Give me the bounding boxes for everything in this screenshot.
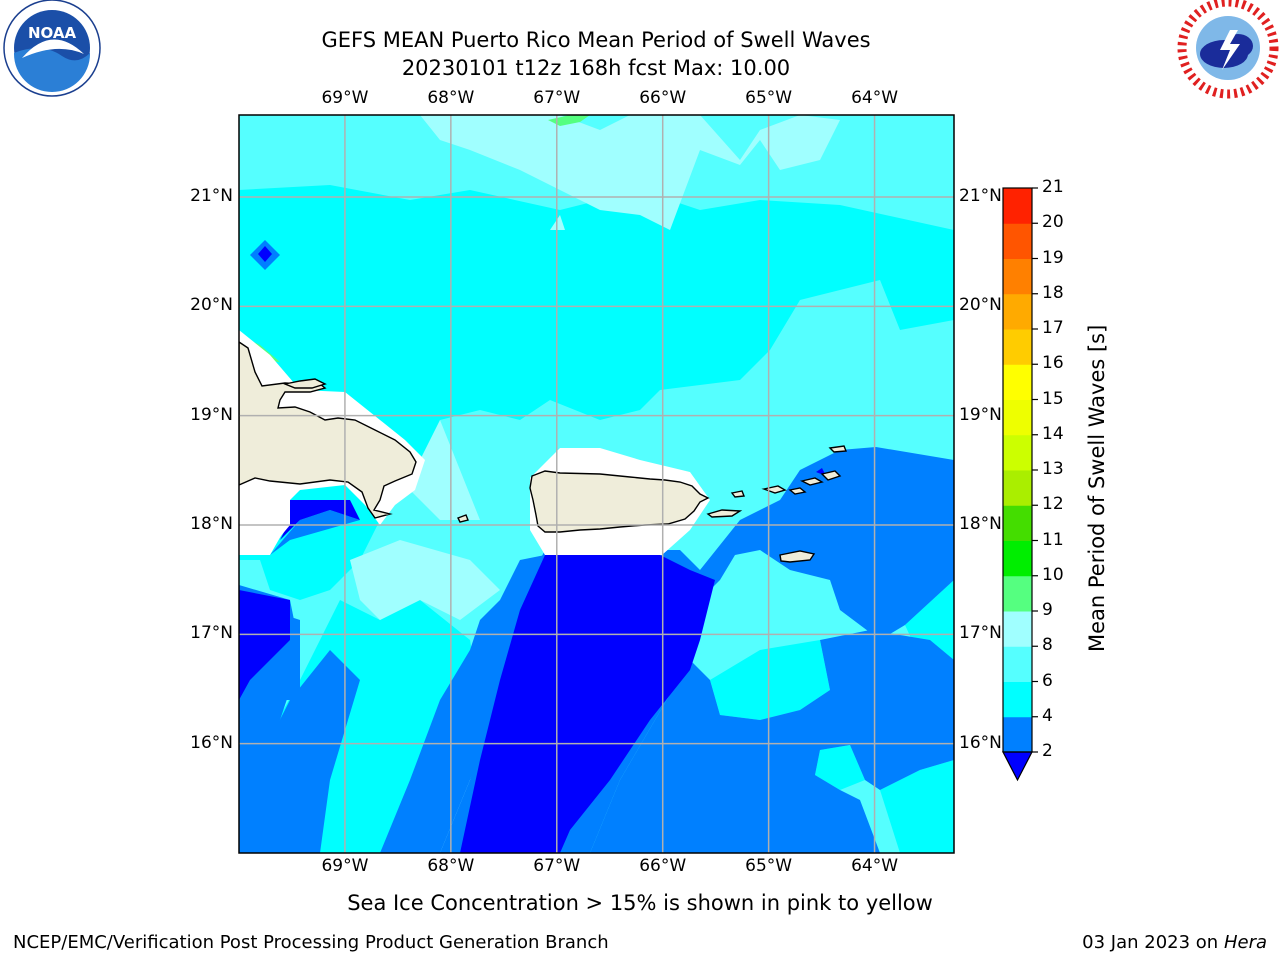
- colorbar-tick-label: 12: [1042, 494, 1064, 515]
- virgin-gorda: [820, 470, 842, 481]
- lon-label: 64°W: [851, 88, 899, 108]
- colorbar-tick-label: 16: [1042, 353, 1064, 374]
- colorbar-tick-label: 18: [1042, 282, 1064, 303]
- colorbar-segment: [1003, 223, 1032, 259]
- colorbar-segment: [1003, 540, 1032, 577]
- tortola: [799, 477, 824, 486]
- colorbar-segment: [1003, 681, 1032, 718]
- lat-label: 18°N: [959, 514, 1002, 534]
- tortuga: [282, 378, 327, 389]
- colorbar-segment: [1003, 434, 1032, 471]
- colorbar-tick-label: 19: [1042, 247, 1064, 268]
- culebra: [730, 490, 745, 498]
- lon-label: 66°W: [639, 856, 687, 876]
- field-diamond: [242, 232, 288, 278]
- st-john: [788, 487, 807, 495]
- vieques: [706, 509, 743, 518]
- colorbar-tick-label: 10: [1042, 564, 1064, 585]
- map-frame: [238, 114, 955, 854]
- colorbar-tick-label: 14: [1042, 423, 1064, 444]
- lat-label: 20°N: [190, 295, 233, 316]
- lat-label: 21°N: [959, 186, 1002, 206]
- colorbar-tick-label: 6: [1042, 670, 1053, 691]
- lat-label: 16°N: [190, 732, 233, 753]
- colorbar-segment: [1003, 611, 1032, 647]
- colorbar-tick-label: 2: [1042, 741, 1053, 761]
- lon-label: 66°W: [639, 88, 687, 108]
- lat-label: 20°N: [959, 295, 1002, 316]
- lon-label: 69°W: [321, 856, 369, 876]
- colorbar-title: Mean Period of Swell Waves [s]: [1085, 324, 1109, 652]
- footer-machine: Hera: [1223, 932, 1267, 953]
- footer-date: 03 Jan 2023 on Hera: [1082, 932, 1267, 953]
- colorbar-segment: [1003, 399, 1032, 436]
- st-thomas: [761, 485, 787, 494]
- colorbar-segment: [1003, 188, 1032, 224]
- lat-label: 21°N: [190, 186, 233, 206]
- colorbar-tick-label: 11: [1042, 529, 1064, 550]
- colorbar-segment: [1003, 329, 1032, 365]
- lon-label: 65°W: [745, 856, 793, 876]
- isla-saona: [457, 514, 469, 523]
- colorbar-tick-label: 20: [1042, 212, 1064, 233]
- lon-label: 68°W: [427, 856, 475, 876]
- colorbar-tick-label: 13: [1042, 459, 1064, 479]
- colorbar-segment: [1003, 716, 1032, 753]
- colorbar-tick-label: 8: [1042, 635, 1053, 656]
- colorbar-segment: [1003, 364, 1032, 400]
- colorbar-segment: [1003, 575, 1032, 612]
- lon-label: 68°W: [427, 88, 475, 108]
- lat-label: 19°N: [190, 404, 233, 425]
- lon-label: 67°W: [533, 856, 581, 876]
- colorbar-segment: [1003, 293, 1032, 330]
- lon-label: 65°W: [745, 88, 793, 108]
- colorbar-tick-label: 21: [1042, 177, 1064, 197]
- puerto-rico: [529, 470, 710, 533]
- colorbar-segment: [1003, 646, 1032, 682]
- colorbar-tick-label: 15: [1042, 388, 1064, 409]
- lat-label: 17°N: [959, 623, 1002, 644]
- land: [239, 341, 848, 563]
- lat-label: 17°N: [190, 623, 233, 644]
- lon-label: 69°W: [321, 88, 369, 108]
- colorbar-tick-label: 9: [1042, 600, 1053, 620]
- colorbar-segment: [1003, 505, 1032, 541]
- map-subtitle: 20230101 t12z 168h fcst Max: 10.00: [401, 56, 791, 80]
- colorbar-extend-min: [1002, 751, 1033, 782]
- colorbar-segment: [1003, 470, 1032, 506]
- graticule: [239, 115, 954, 853]
- colorbar-segment: [1003, 258, 1032, 295]
- lon-label: 64°W: [851, 856, 899, 876]
- colorbar: [1002, 187, 1038, 782]
- lat-label: 19°N: [959, 404, 1002, 425]
- colorbar-tick-label: 4: [1042, 705, 1053, 726]
- colorbar-tick-label: 17: [1042, 318, 1064, 338]
- lat-label: 16°N: [959, 732, 1002, 753]
- st-croix: [779, 550, 816, 563]
- footer-date-text: 03 Jan 2023 on: [1082, 932, 1219, 953]
- lat-label: 18°N: [190, 514, 233, 534]
- sea-ice-note: Sea Ice Concentration > 15% is shown in …: [347, 891, 933, 915]
- map-title: GEFS MEAN Puerto Rico Mean Period of Swe…: [321, 28, 871, 52]
- lon-label: 67°W: [533, 88, 581, 108]
- field-lt2: [239, 240, 826, 853]
- anegada: [828, 445, 848, 453]
- footer-branch: NCEP/EMC/Verification Post Processing Pr…: [13, 932, 609, 953]
